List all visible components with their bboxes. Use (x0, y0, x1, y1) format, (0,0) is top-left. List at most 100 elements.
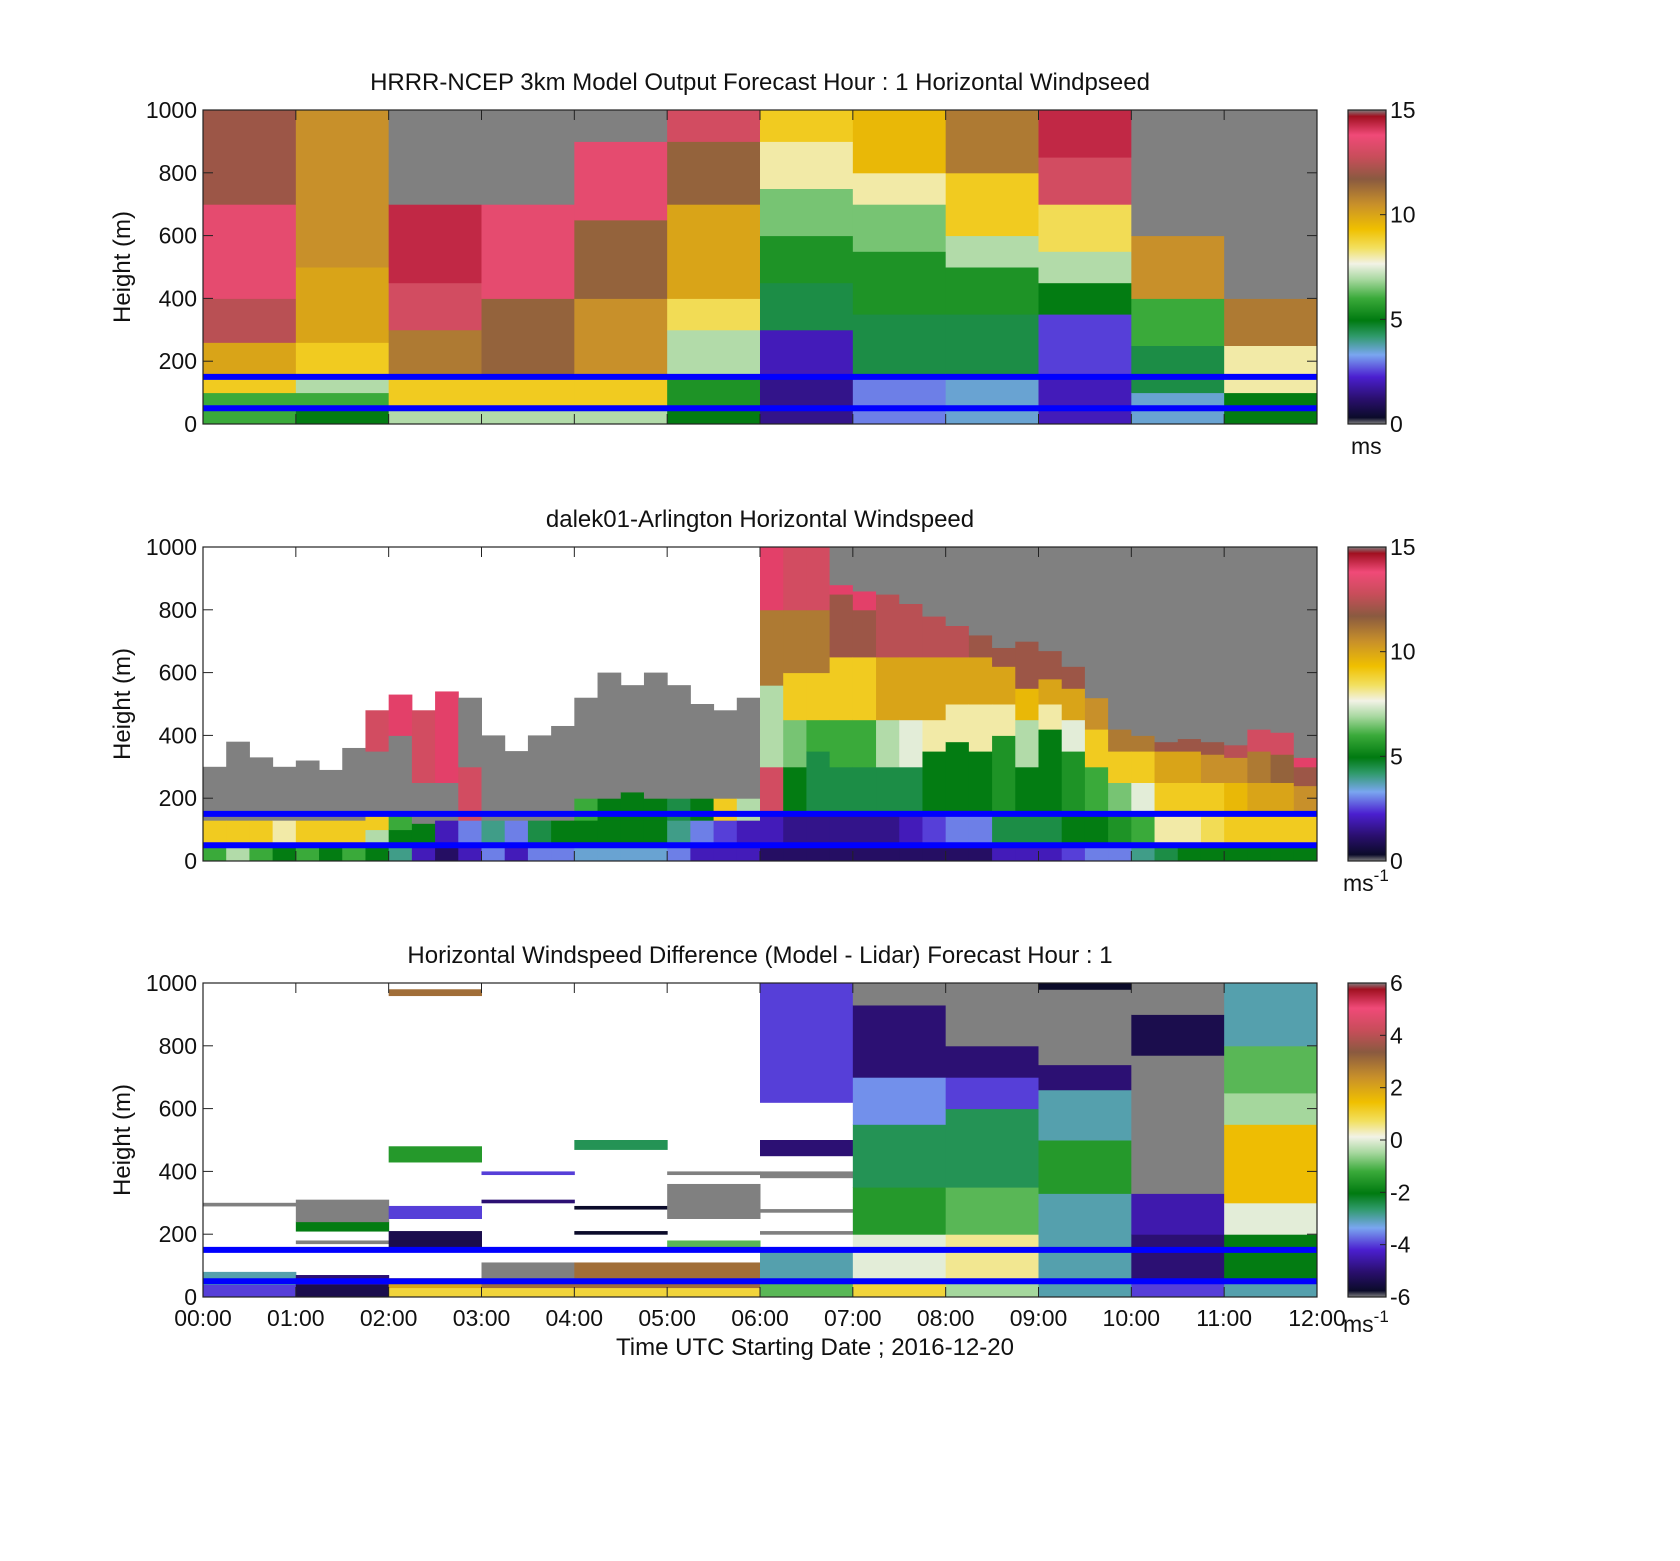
heatmap-cell (342, 820, 366, 846)
heatmap-cell (1038, 845, 1063, 862)
heatmap-cell (1108, 782, 1132, 812)
heatmap-cell (1154, 845, 1179, 862)
heatmap-cell (829, 584, 854, 595)
heatmap-cell (852, 656, 877, 721)
heatmap-cell (643, 820, 668, 846)
heatmap-cell (1200, 845, 1225, 862)
heatmap-cell (1154, 751, 1179, 783)
colorbar (1347, 546, 1387, 862)
heatmap-cell (1061, 810, 1086, 846)
heatmap-cell (1224, 810, 1248, 846)
heatmap-cell (388, 329, 482, 375)
heatmap-cell (1224, 845, 1248, 862)
heatmap-cell (829, 766, 854, 812)
heatmap-cell (249, 757, 274, 821)
heatmap-cell (1224, 1202, 1318, 1235)
heatmap-cell (1131, 235, 1225, 299)
heatmap-cell (1061, 751, 1086, 812)
heatmap-cell (203, 298, 297, 343)
heatmap-cell (1108, 845, 1132, 862)
heatmap-cell (458, 845, 482, 862)
heatmap-cell (1061, 688, 1086, 721)
heatmap-cell (574, 1287, 668, 1298)
heatmap-cell (203, 110, 297, 205)
heatmap-cell (1224, 345, 1318, 394)
heatmap-cell (1200, 810, 1225, 846)
heatmap-cell (411, 823, 436, 846)
colorbar (1347, 982, 1387, 1298)
heatmap-cell (992, 845, 1016, 862)
heatmap-cell (574, 1205, 668, 1210)
heatmap-cell (945, 373, 1039, 425)
panel-title: dalek01-Arlington Horizontal Windspeed (546, 506, 974, 533)
heatmap-cell (1224, 983, 1318, 1047)
heatmap-cell (1131, 1234, 1225, 1279)
heatmap-cell (1247, 729, 1272, 752)
heatmap-cell (295, 760, 320, 821)
heatmap-cell (1131, 1014, 1225, 1056)
heatmap-cell (1084, 547, 1109, 699)
heatmap-cell (760, 845, 784, 862)
heatmap-cell (1131, 345, 1225, 394)
colorbar (1347, 109, 1387, 425)
heatmap-cell (365, 845, 390, 862)
heatmap-cell (272, 845, 297, 862)
heatmap-cell (667, 110, 761, 142)
heatmap-cell (760, 282, 854, 331)
heatmap-cell (736, 798, 761, 821)
heatmap-cell (852, 1004, 947, 1078)
heatmap-cell (829, 810, 854, 846)
heatmap-cell (1293, 845, 1318, 862)
heatmap-cell (852, 314, 947, 375)
heatmap-cell (1177, 782, 1202, 812)
x-axis-label: Time UTC Starting Date ; 2016-12-20 (616, 1334, 1014, 1361)
heatmap-cell (1200, 754, 1225, 783)
heatmap-cell (1293, 757, 1318, 768)
x-tick-label: 02:00 (360, 1305, 418, 1331)
heatmap-cell (760, 766, 784, 812)
heatmap-cell (388, 813, 413, 831)
panel-title: HRRR-NCEP 3km Model Output Forecast Hour… (370, 69, 1150, 96)
heatmap-cell (713, 820, 738, 846)
heatmap-cell (295, 1284, 390, 1298)
y-tick-label: 1000 (146, 97, 197, 123)
heatmap-cell (1038, 204, 1132, 252)
heatmap-cell (1247, 751, 1272, 783)
heatmap-cell (1177, 738, 1202, 752)
colorbar-unit: ms-1 (1343, 866, 1389, 896)
heatmap-cell (388, 735, 413, 815)
heatmap-cell (1084, 697, 1109, 730)
heatmap-cell (806, 609, 831, 674)
heatmap-cell (899, 656, 923, 721)
heatmap-cell (667, 408, 761, 425)
heatmap-cell (1038, 983, 1132, 990)
heatmap-cell (783, 766, 807, 812)
colorbar-tick-label: 15 (1390, 534, 1416, 560)
heatmap-cell (736, 820, 761, 846)
heatmap-cell (968, 656, 993, 705)
heatmap-cell (760, 547, 784, 611)
heatmap-cell (1038, 547, 1063, 652)
y-tick-label: 0 (184, 848, 197, 874)
heatmap-cell (295, 408, 390, 425)
heatmap-cell (1270, 782, 1295, 812)
x-tick-label: 01:00 (267, 1305, 325, 1331)
heatmap-cell (597, 845, 622, 862)
y-tick-label: 800 (159, 160, 197, 186)
heatmap-cell (829, 845, 854, 862)
y-tick-label: 1000 (146, 534, 197, 560)
heatmap-cell (388, 282, 482, 331)
heatmap-cell (295, 845, 320, 862)
heatmap-cell (1038, 989, 1132, 1066)
heatmap-cell (783, 810, 807, 846)
heatmap-cell (1015, 766, 1039, 812)
heatmap-cell (574, 141, 668, 221)
heatmap-cell (481, 845, 506, 862)
heatmap-cell (1131, 110, 1225, 237)
heatmap-cell (643, 798, 668, 821)
heatmap-cell (365, 813, 390, 831)
heatmap-cell (1247, 845, 1272, 862)
x-tick-label: 08:00 (917, 1305, 975, 1331)
x-tick-label: 03:00 (453, 1305, 511, 1331)
heatmap-cell (1200, 547, 1225, 743)
